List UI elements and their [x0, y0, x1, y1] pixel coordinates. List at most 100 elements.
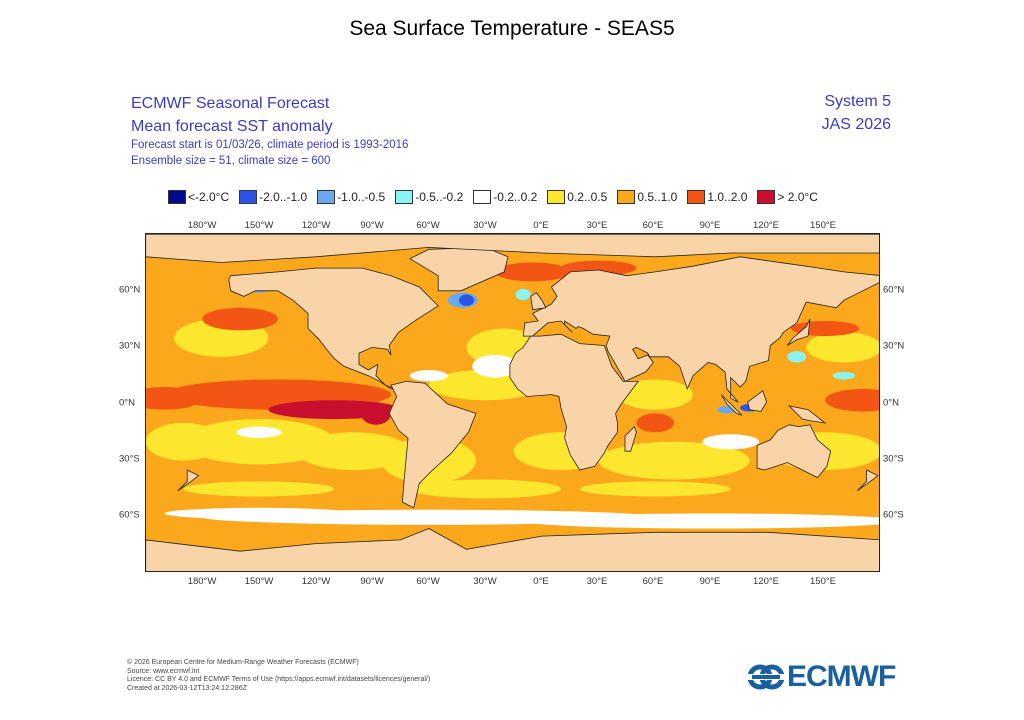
longitude-label: 30°W [473, 576, 497, 587]
latitude-label: 60°N [119, 284, 141, 296]
legend-label: -1.0..-0.5 [337, 190, 386, 204]
anomaly-region [472, 354, 518, 378]
longitude-label: 120°E [753, 576, 779, 587]
madagascar-landmass [624, 425, 637, 452]
great-britain-landmass [530, 292, 547, 311]
longitude-label: 180°W [187, 576, 217, 587]
legend-label: > 2.0°C [777, 190, 818, 204]
longitude-label: 60°E [642, 220, 664, 231]
eurasia-landmass [522, 256, 883, 403]
anomaly-region [636, 413, 675, 433]
anomaly-region [183, 419, 335, 465]
latitude-label: 30°N [119, 340, 141, 352]
longitude-label: 90°E [699, 220, 721, 231]
longitude-label: 150°W [244, 576, 274, 587]
borneo-landmass [747, 390, 768, 412]
legend-label: -0.5..-0.2 [415, 190, 464, 204]
longitude-label: 0°E [533, 576, 549, 587]
anomaly-region [164, 507, 354, 520]
period-label: JAS 2026 [821, 116, 891, 133]
forecast-title: ECMWF Seasonal Forecast [131, 95, 330, 112]
legend-label: 1.0..2.0 [707, 190, 748, 204]
longitude-label: 120°W [301, 576, 331, 587]
longitude-label: 150°E [810, 576, 836, 587]
legend-item: -0.2..0.2 [473, 190, 537, 204]
legend-swatch [168, 190, 186, 204]
legend-swatch [473, 190, 492, 204]
longitude-label: 120°W [301, 220, 331, 231]
latitude-label: 30°N [883, 340, 905, 352]
africa-landmass [509, 333, 639, 471]
legend-swatch [687, 190, 706, 204]
anomaly-region [409, 479, 561, 499]
ecmwf-logo-icon [748, 664, 784, 690]
anomaly-region [145, 422, 222, 461]
anomaly-region [617, 379, 693, 410]
new-zealand-wrap-landmass [177, 469, 200, 492]
longitude-label: 180°W [187, 220, 217, 231]
legend-item: <-2.0°C [168, 190, 229, 204]
australia-landmass [756, 424, 832, 479]
source-text: Source: www.ecmwf.int [127, 667, 200, 675]
longitude-label: 60°W [416, 576, 440, 587]
longitude-label: 30°E [586, 576, 608, 587]
longitude-label: 150°W [244, 220, 274, 231]
anomaly-region [494, 262, 571, 282]
legend-item: > 2.0°C [757, 190, 818, 204]
legend-item: 0.5..1.0 [617, 190, 677, 204]
legend-item: -0.5..-0.2 [395, 190, 463, 204]
page-title: Sea Surface Temperature - SEAS5 [349, 17, 675, 40]
anomaly-region [409, 370, 448, 382]
longitude-label: 90°W [360, 220, 384, 231]
anomaly-region [202, 307, 278, 331]
ecmwf-logo: ECMWF [748, 660, 896, 694]
longitude-label: 30°E [586, 220, 608, 231]
legend-item: -1.0..-0.5 [317, 190, 385, 204]
footer: © 2026 European Centre for Medium-Range … [127, 659, 430, 693]
forecast-subtitle: Mean forecast SST anomaly [131, 118, 333, 135]
longitude-label: 60°E [642, 576, 664, 587]
color-legend: <-2.0°C -2.0..-1.0 -1.0..-0.5 -0.5..-0.2 -0.… [168, 190, 818, 204]
longitude-label: 120°E [753, 220, 779, 231]
latitude-label: 0°N [119, 397, 135, 409]
anomaly-region [515, 288, 531, 301]
longitude-label: 90°E [699, 576, 721, 587]
latitude-label: 60°S [119, 509, 140, 521]
legend-swatch [617, 190, 636, 204]
new-guinea-landmass [787, 405, 827, 424]
latitude-label: 30°S [883, 453, 904, 465]
legend-label: 0.2..0.5 [567, 190, 608, 204]
anomaly-region [702, 434, 760, 450]
legend-label: <-2.0°C [188, 190, 230, 204]
anomaly-region [458, 294, 475, 306]
anomaly-region [183, 481, 335, 497]
legend-item: -2.0..-1.0 [239, 190, 307, 204]
copyright-text: © 2026 European Centre for Medium-Range … [127, 659, 359, 666]
longitude-label: 0°E [533, 220, 549, 231]
anomaly-region [598, 441, 750, 480]
anomaly-region [236, 426, 282, 438]
legend-swatch [395, 190, 414, 204]
legend-item: 0.2..0.5 [547, 190, 607, 204]
anomaly-region [360, 402, 392, 425]
legend-label: -0.2..0.2 [493, 190, 538, 204]
created-text: Created at 2026-03-12T13:24:12.286Z [127, 684, 247, 692]
legend-item: 1.0..2.0 [687, 190, 747, 204]
longitude-label: 150°E [810, 220, 836, 231]
map-canvas [126, 233, 901, 575]
forecast-start-info: Forecast start is 01/03/26, climate peri… [131, 139, 409, 151]
latitude-label: 60°N [883, 284, 905, 296]
anomaly-region [126, 387, 203, 410]
south-america-landmass [388, 380, 477, 509]
sumatra-landmass [720, 394, 743, 416]
new-zealand-landmass [856, 469, 879, 492]
legend-swatch [317, 190, 336, 204]
anomaly-region [787, 351, 807, 363]
north-america-landmass [228, 267, 439, 390]
anomaly-region [523, 513, 901, 529]
longitude-label: 30°W [473, 220, 497, 231]
longitude-label: 60°W [416, 220, 440, 231]
anomaly-region [832, 371, 856, 380]
japan-landmass [786, 318, 811, 346]
legend-swatch [239, 190, 258, 204]
